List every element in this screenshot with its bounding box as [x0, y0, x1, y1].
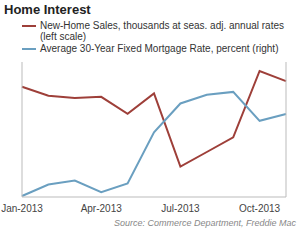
html-text:Average 30-Year Fixed Mortgage: Average 30-Year Fixed Mortgage Rate, per…	[40, 43, 279, 54]
svg-text:Jul-2013: Jul-2013	[161, 203, 200, 214]
html-text:New-Home Sales, thousands at s: New-Home Sales, thousands at seas. adj. …	[40, 20, 284, 42]
svg-text:Jan-2013: Jan-2013	[8, 203, 43, 214]
svg-text:Oct-2013: Oct-2013	[239, 203, 281, 214]
svg-text:Apr-2013: Apr-2013	[81, 203, 123, 214]
html-text:Source: Commerce Department, F: Source: Commerce Department, Freddie Mac	[113, 218, 296, 228]
html-text:Home Interest: Home Interest	[4, 2, 91, 17]
